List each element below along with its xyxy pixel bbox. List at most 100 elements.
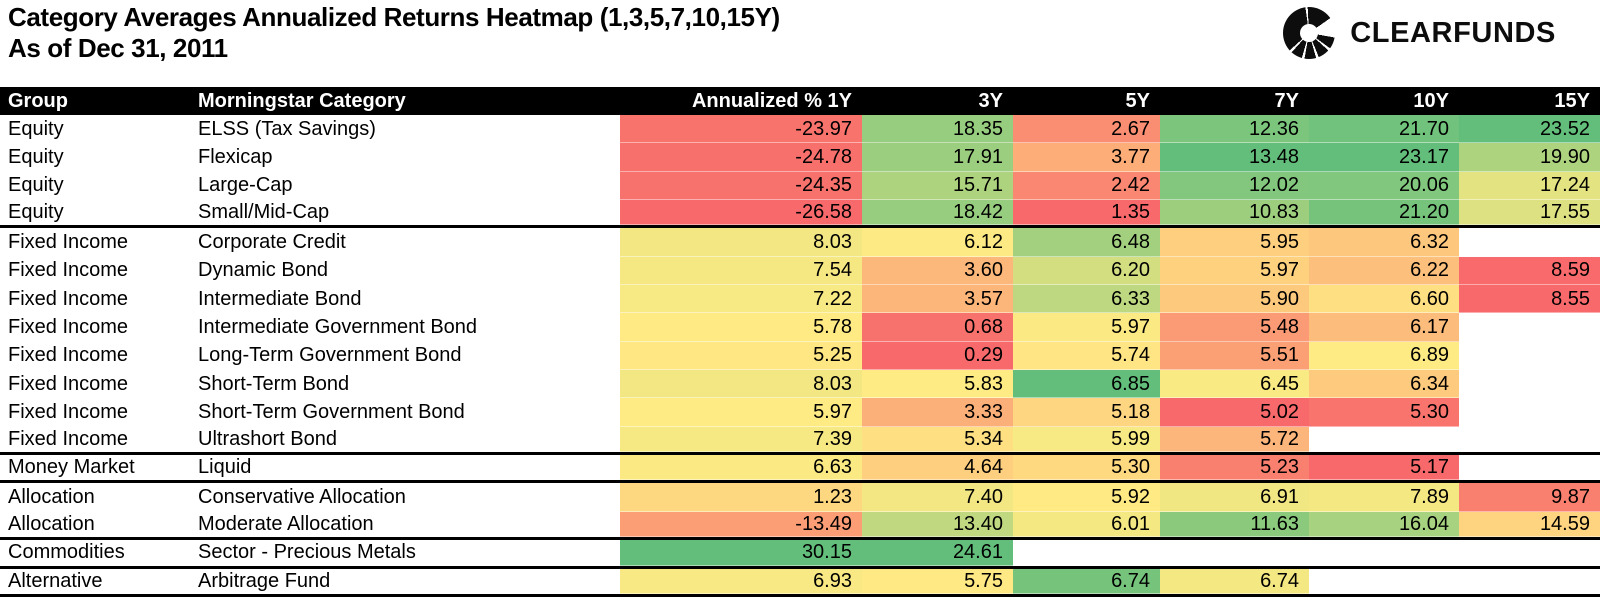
heatmap-cell: 6.91 [1160, 483, 1309, 512]
table-row: Allocation Conservative Allocation 1.23 7.4… [0, 483, 1600, 512]
heatmap-cell [1459, 342, 1600, 370]
heatmap-cell: 23.17 [1309, 143, 1459, 172]
heatmap-cell: -13.49 [620, 511, 862, 538]
heatmap-cell [1309, 569, 1459, 594]
category-cell: Corporate Credit [198, 231, 346, 254]
heatmap-cell: 6.01 [1013, 511, 1160, 538]
heatmap-cell [1309, 540, 1459, 565]
heatmap-cell: 24.61 [862, 540, 1013, 566]
heatmap-cell: 6.22 [1309, 256, 1459, 286]
heatmap-cell: 5.97 [620, 398, 862, 427]
group-cell: Fixed Income [8, 401, 129, 424]
heatmap-cell: 5.99 [1013, 426, 1160, 453]
heatmap-cell: 5.48 [1160, 313, 1309, 342]
heatmap-cell: 18.35 [862, 115, 1013, 144]
table-row: Fixed Income Short-Term Government Bond 5.… [0, 398, 1600, 427]
category-cell: Long-Term Government Bond [198, 344, 462, 367]
heatmap-cell [1309, 427, 1459, 452]
heatmap-cell: 17.91 [862, 143, 1013, 172]
table-row: Fixed Income Long-Term Government Bond 5.2… [0, 341, 1600, 371]
column-header-3y: 3Y [978, 89, 1003, 112]
heatmap-cell: 6.17 [1309, 313, 1459, 342]
heatmap-cell: 8.03 [620, 370, 862, 399]
heatmap-cell: 17.24 [1459, 171, 1600, 201]
table-row: Equity Small/Mid-Cap -26.58 18.42 1.35 10.83 2… [0, 200, 1600, 229]
heatmap-cell: 5.92 [1013, 483, 1160, 512]
heatmap-cell: 16.04 [1309, 511, 1459, 538]
table-header-row: Group Morningstar Category Annualized % 1Y… [0, 87, 1600, 115]
table-row: Fixed Income Corporate Credit 8.03 6.12 6.48… [0, 228, 1600, 257]
category-cell: Intermediate Bond [198, 287, 362, 310]
column-header-7y: 7Y [1274, 89, 1299, 112]
table-row: Fixed Income Short-Term Bond 8.03 5.83 6.85 6… [0, 370, 1600, 399]
title-block: Category Averages Annualized Returns Hea… [8, 2, 780, 64]
heatmap-cell: 21.70 [1309, 115, 1459, 144]
heatmap-cell [1459, 569, 1600, 594]
category-cell: Sector - Precious Metals [198, 541, 416, 564]
heatmap-cell: 6.89 [1309, 341, 1459, 371]
heatmap-cell [1160, 540, 1309, 565]
group-cell: Fixed Income [8, 372, 129, 395]
heatmap-cell [1459, 427, 1600, 452]
heatmap-cell: 5.78 [620, 313, 862, 342]
heatmap-cell: 5.83 [862, 370, 1013, 399]
heatmap-cell: 19.90 [1459, 143, 1600, 172]
heatmap-cell: 5.90 [1160, 285, 1309, 314]
heatmap-cell [1013, 540, 1160, 565]
group-cell: Fixed Income [8, 344, 129, 367]
heatmap-cell [1459, 455, 1600, 480]
table-row: Equity Flexicap -24.78 17.91 3.77 13.48 23.17 1… [0, 143, 1600, 172]
table-row: Allocation Moderate Allocation -13.49 13.40… [0, 511, 1600, 541]
heatmap-cell: 6.32 [1309, 228, 1459, 257]
group-cell: Fixed Income [8, 259, 129, 282]
heatmap-cell: 6.63 [620, 455, 862, 481]
heatmap-cell: 6.85 [1013, 370, 1160, 399]
category-cell: ELSS (Tax Savings) [198, 117, 376, 140]
heatmap-cell: 5.17 [1309, 455, 1459, 481]
heatmap-cell [1459, 398, 1600, 426]
category-cell: Conservative Allocation [198, 486, 406, 509]
heatmap-cell: 3.60 [862, 256, 1013, 286]
heatmap-cell: 1.35 [1013, 200, 1160, 226]
heatmap-cell: 5.02 [1160, 398, 1309, 427]
heatmap-cell [1459, 370, 1600, 398]
heatmap-cell: 1.23 [620, 483, 862, 512]
heatmap-cell: 14.59 [1459, 511, 1600, 538]
category-cell: Short-Term Bond [198, 372, 350, 395]
heatmap-cell: 6.93 [620, 568, 862, 594]
heatmap-cell: 11.63 [1160, 511, 1309, 538]
heatmap-cell: 6.48 [1013, 228, 1160, 257]
heatmap-cell: 0.68 [862, 313, 1013, 342]
heatmap-cell: 6.33 [1013, 285, 1160, 314]
heatmap-cell: 21.20 [1309, 200, 1459, 226]
group-cell: Equity [8, 201, 64, 224]
category-cell: Intermediate Government Bond [198, 316, 478, 339]
heatmap-cell: 13.40 [862, 511, 1013, 538]
clearfunds-segmented-c-icon [1283, 7, 1336, 59]
heatmap-cell: 5.34 [862, 426, 1013, 453]
heatmap-cell: 0.29 [862, 341, 1013, 371]
heatmap-cell: 6.60 [1309, 285, 1459, 314]
heatmap-cell: 8.03 [620, 228, 862, 257]
category-cell: Arbitrage Fund [198, 569, 331, 592]
group-cell: Fixed Income [8, 231, 129, 254]
heatmap-cell: 17.55 [1459, 200, 1600, 226]
column-header-category: Morningstar Category [198, 89, 406, 112]
table-row: Equity ELSS (Tax Savings) -23.97 18.35 2.67 1… [0, 115, 1600, 144]
heatmap-cell: 8.59 [1459, 256, 1600, 286]
heatmap-cell: 5.74 [1013, 341, 1160, 371]
heatmap-cell: 5.30 [1309, 398, 1459, 427]
heatmap-cell: -24.78 [620, 143, 862, 172]
table-row: Commodities Sector - Precious Metals 30.15… [0, 540, 1600, 569]
heatmap-cell: 7.89 [1309, 483, 1459, 512]
heatmap-cell: 5.97 [1160, 256, 1309, 286]
category-cell: Ultrashort Bond [198, 427, 337, 450]
category-cell: Liquid [198, 456, 252, 479]
page-title: Category Averages Annualized Returns Hea… [8, 2, 780, 32]
heatmap-cell: 6.45 [1160, 370, 1309, 399]
group-cell: Equity [8, 117, 64, 140]
category-cell: Moderate Allocation [198, 512, 374, 535]
category-cell: Large-Cap [198, 174, 293, 197]
category-cell: Short-Term Government Bond [198, 401, 465, 424]
heatmap-cell: 3.33 [862, 398, 1013, 427]
